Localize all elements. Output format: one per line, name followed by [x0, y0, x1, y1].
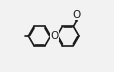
Text: O: O — [72, 10, 80, 20]
Text: O: O — [50, 31, 58, 41]
